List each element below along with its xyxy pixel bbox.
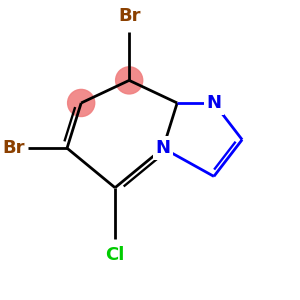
Text: N: N [206, 94, 221, 112]
Circle shape [68, 89, 95, 116]
Text: Cl: Cl [105, 246, 125, 264]
Circle shape [116, 67, 143, 94]
Text: Br: Br [2, 139, 25, 157]
Text: Br: Br [118, 7, 140, 25]
Text: N: N [156, 139, 171, 157]
